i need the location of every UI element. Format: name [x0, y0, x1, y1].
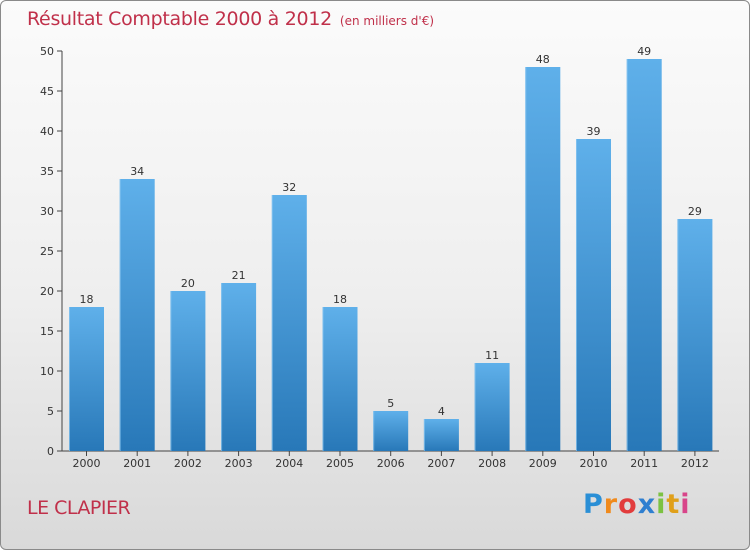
- value-labels: 18 34 20 21 32 18 5 4 11 48 39 49 29: [80, 45, 702, 418]
- bar: [271, 195, 307, 451]
- x-tick-label: 2005: [326, 457, 354, 470]
- bar: [525, 67, 561, 451]
- y-tick-label: 45: [40, 85, 54, 98]
- chart-subtitle: (en milliers d'€): [339, 14, 435, 28]
- bar: [626, 59, 662, 451]
- bar: [373, 411, 409, 451]
- data-label: 49: [637, 45, 651, 58]
- y-tick-label: 40: [40, 125, 54, 138]
- logo-letter: i: [656, 489, 667, 520]
- x-tick-label: 2009: [529, 457, 557, 470]
- logo-letter: t: [666, 489, 681, 520]
- data-label: 4: [438, 405, 445, 418]
- data-label: 29: [688, 205, 702, 218]
- data-label: 21: [232, 269, 246, 282]
- y-tick-label: 25: [40, 245, 54, 258]
- data-label: 34: [130, 165, 144, 178]
- bar: [119, 179, 155, 451]
- x-tick-label: 2003: [225, 457, 253, 470]
- x-tick-label: 2007: [427, 457, 455, 470]
- logo-letter: i: [680, 489, 691, 520]
- x-tick-label: 2010: [580, 457, 608, 470]
- data-label: 39: [587, 125, 601, 138]
- x-tick-label: 2000: [73, 457, 101, 470]
- y-tick-label: 30: [40, 205, 54, 218]
- bar: [221, 283, 257, 451]
- bar: [322, 307, 358, 451]
- data-label: 5: [387, 397, 394, 410]
- title-block: Résultat Comptable 2000 à 2012 (en millie…: [27, 8, 434, 30]
- bar: [474, 363, 510, 451]
- data-label: 18: [333, 293, 347, 306]
- bar: [69, 307, 104, 451]
- x-tick-label: 2012: [681, 457, 709, 470]
- x-tick-label: 2001: [123, 457, 151, 470]
- y-tick-label: 5: [47, 405, 54, 418]
- y-tick-label: 10: [40, 365, 54, 378]
- logo-letter: r: [603, 489, 619, 520]
- y-axis: 0 5 10 15 20 25 30 35 40 45 50: [40, 45, 63, 458]
- x-tick-label: 2006: [377, 457, 405, 470]
- x-axis: 2000 2001 2002 2003 2004 2005 2006 2007 2008 2009…: [62, 450, 719, 470]
- chart-title: Résultat Comptable 2000 à 2012: [27, 8, 332, 30]
- logo-letter: P: [583, 489, 604, 520]
- data-label: 11: [485, 349, 499, 362]
- x-tick-label: 2004: [275, 457, 303, 470]
- bar: [677, 219, 713, 451]
- x-tick-label: 2011: [630, 457, 658, 470]
- bars: [69, 59, 713, 451]
- y-tick-label: 15: [40, 325, 54, 338]
- data-label: 18: [80, 293, 94, 306]
- y-tick-label: 50: [40, 45, 54, 58]
- proxiti-logo: Proxiti: [583, 489, 691, 520]
- logo-letter: x: [637, 489, 657, 520]
- bar: [576, 139, 611, 451]
- x-tick-label: 2002: [174, 457, 202, 470]
- logo-letter: o: [618, 489, 638, 520]
- x-tick-label: 2008: [478, 457, 506, 470]
- y-tick-label: 35: [40, 165, 54, 178]
- y-tick-label: 20: [40, 285, 54, 298]
- data-label: 48: [536, 53, 550, 66]
- data-label: 20: [181, 277, 195, 290]
- bar: [170, 291, 206, 451]
- place-name: LE CLAPIER: [27, 497, 131, 519]
- y-tick-label: 0: [47, 445, 54, 458]
- data-label: 32: [282, 181, 296, 194]
- bar: [423, 419, 459, 451]
